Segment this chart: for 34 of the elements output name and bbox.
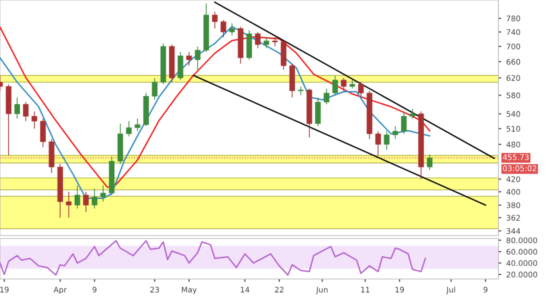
candlestick — [401, 111, 407, 134]
candlestick — [272, 36, 278, 47]
candlestick — [14, 97, 20, 120]
candlestick — [40, 118, 46, 148]
candlestick — [280, 40, 286, 70]
candlestick — [332, 75, 338, 96]
candlestick — [384, 130, 390, 150]
candlestick — [66, 191, 72, 218]
candlestick — [126, 120, 132, 137]
candlestick — [134, 118, 140, 132]
candlestick — [32, 111, 38, 130]
candlestick — [255, 32, 261, 49]
candlestick — [100, 184, 106, 202]
candlestick — [229, 22, 235, 36]
candlestick — [83, 191, 89, 212]
line-series — [0, 240, 426, 276]
candlestick — [264, 36, 270, 49]
candlestick — [92, 188, 98, 209]
candlestick — [410, 108, 416, 120]
candlestick — [212, 11, 218, 29]
candlestick — [426, 154, 432, 170]
candlestick — [324, 88, 330, 105]
candlestick — [375, 130, 381, 156]
candlestick — [358, 82, 364, 98]
candlestick — [178, 52, 184, 80]
candlestick — [186, 52, 192, 66]
candlestick — [194, 46, 200, 70]
candlestick — [340, 78, 347, 92]
candlestick — [22, 102, 29, 122]
candlestick — [220, 20, 226, 38]
candlestick — [152, 78, 158, 100]
candlestick — [315, 97, 321, 127]
candlestick — [392, 126, 398, 140]
candlestick — [74, 184, 80, 209]
